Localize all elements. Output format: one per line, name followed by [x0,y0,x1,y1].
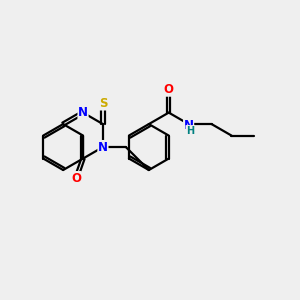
Text: S: S [99,97,107,110]
Text: O: O [164,83,174,96]
Text: N: N [98,141,108,154]
Text: O: O [71,172,81,184]
Text: N: N [78,106,88,119]
Text: N: N [184,119,194,132]
Text: H: H [186,126,194,136]
